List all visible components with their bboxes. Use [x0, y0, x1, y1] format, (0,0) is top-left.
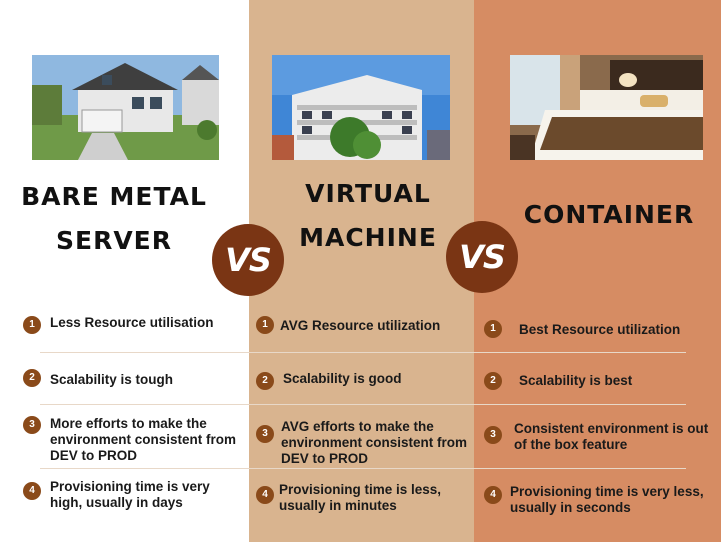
virtual-machine-heading: VIRTUAL MACHINE	[294, 172, 442, 260]
number-badge: 1	[256, 316, 274, 334]
number-badge: 3	[484, 426, 502, 444]
apartment-building-photo	[272, 55, 450, 160]
number-badge: 1	[484, 320, 502, 338]
bare-metal-item-4: Provisioning time is very high, usually …	[50, 479, 210, 510]
number-badge: 4	[23, 482, 41, 500]
container-item-4: Provisioning time is very less, usually …	[510, 484, 704, 515]
bare-metal-item-1: Less Resource utilisation	[50, 315, 214, 330]
container-heading-line1: CONTAINER	[523, 200, 695, 229]
bare-metal-heading: BARE METAL SERVER	[14, 175, 214, 263]
container-item-1: Best Resource utilization	[519, 322, 681, 337]
virtual-machine-item-3: AVG efforts to make the environment cons…	[281, 419, 468, 466]
row-divider-2	[40, 404, 686, 405]
container-item-2: Scalability is best	[519, 373, 633, 388]
vs-badge-2: VS	[446, 221, 518, 293]
bare-metal-heading-line2: SERVER	[55, 226, 172, 255]
virtual-machine-item-1: AVG Resource utilization	[280, 318, 441, 333]
vs-badge-1: VS	[212, 224, 284, 296]
number-badge: 2	[256, 372, 274, 390]
house-photo	[32, 55, 219, 160]
bare-metal-heading-line1: BARE METAL	[21, 182, 207, 211]
number-badge: 4	[484, 486, 502, 504]
hotel-bedroom-photo	[510, 55, 703, 160]
bare-metal-item-2: Scalability is tough	[50, 372, 174, 387]
number-badge: 4	[256, 486, 274, 504]
bare-metal-item-3: More efforts to make the environment con…	[50, 416, 237, 463]
virtual-machine-item-2: Scalability is good	[283, 371, 402, 386]
row-divider-3	[40, 468, 686, 469]
number-badge: 1	[23, 316, 41, 334]
number-badge: 3	[256, 425, 274, 443]
container-heading: CONTAINER	[520, 193, 698, 237]
number-badge: 2	[484, 372, 502, 390]
number-badge: 3	[23, 416, 41, 434]
container-item-3: Consistent environment is out of the box…	[514, 421, 709, 452]
row-divider-1	[40, 352, 686, 353]
number-badge: 2	[23, 369, 41, 387]
virtual-machine-heading-line1: VIRTUAL	[305, 179, 431, 208]
virtual-machine-item-4: Provisioning time is less, usually in mi…	[279, 482, 442, 513]
virtual-machine-heading-line2: MACHINE	[299, 223, 437, 252]
